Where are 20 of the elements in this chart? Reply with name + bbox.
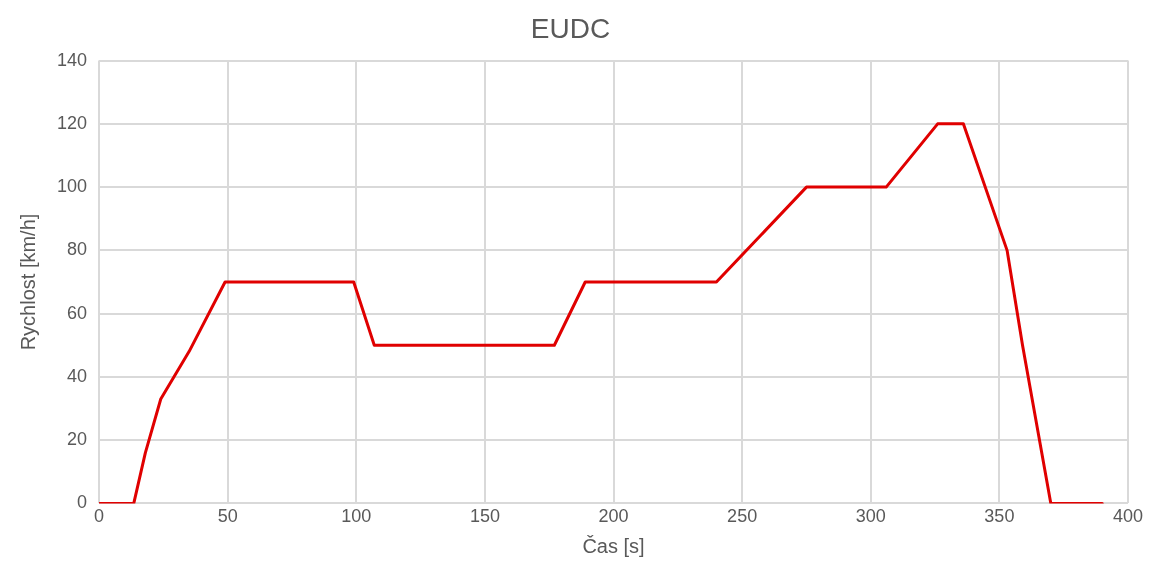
y-tick-label: 0 xyxy=(77,492,88,513)
x-tick-label: 400 xyxy=(1112,506,1144,527)
x-tick-label: 300 xyxy=(855,506,886,527)
x-tick-label: 0 xyxy=(94,506,105,527)
x-tick-label: 200 xyxy=(598,506,629,527)
y-axis-title: Rychlost [km/h] xyxy=(16,213,39,351)
x-tick-label: 150 xyxy=(469,506,500,527)
chart-title: EUDC xyxy=(530,12,611,44)
y-tick-label: 80 xyxy=(67,239,88,260)
y-tick-label: 40 xyxy=(67,365,88,386)
y-tick-label: 140 xyxy=(56,49,88,70)
y-tick-label: 100 xyxy=(56,176,88,197)
x-tick-label: 250 xyxy=(727,506,758,527)
x-axis-title: Čas [s] xyxy=(582,534,645,557)
x-tick-label: 100 xyxy=(341,506,372,527)
x-tick-label: 50 xyxy=(217,506,238,527)
y-tick-label: 120 xyxy=(56,112,88,133)
x-tick-label: 350 xyxy=(984,506,1015,527)
y-tick-label: 20 xyxy=(67,429,88,450)
y-tick-label: 60 xyxy=(67,302,88,323)
